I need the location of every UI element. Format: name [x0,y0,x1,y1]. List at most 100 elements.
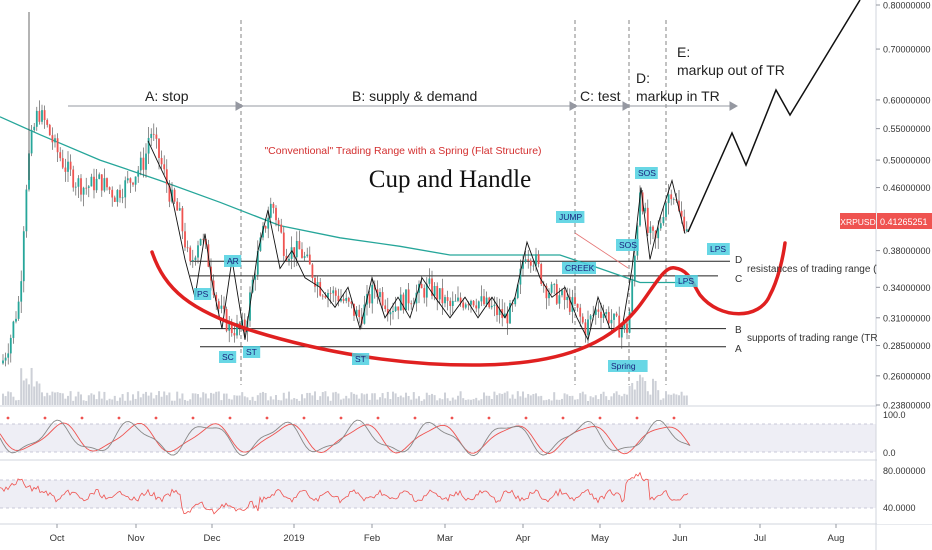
volume-bar [168,392,171,405]
candle-body [631,280,634,312]
stoch-cross-dot [561,416,565,420]
volume-bar [571,395,574,405]
volume-bar [126,392,129,405]
candle-body [550,284,553,293]
candle-body [332,290,335,294]
candle-body [514,297,517,305]
candle-body [298,240,301,250]
candle-body [228,322,231,331]
candle-body [587,319,589,336]
candle-body [353,303,355,316]
time-axis-tick-label: 2019 [283,533,304,544]
price-axis-tick-label: 0.26000000 [883,371,931,381]
candle-body [537,254,540,265]
volume-bar [269,396,272,405]
volume-bar [652,378,654,405]
volume-bar [142,393,145,405]
phase-e-label-line2: markup out of TR [677,62,785,78]
volume-bar [332,392,335,405]
volume-bar [147,395,150,405]
volume-bar [116,400,119,405]
volume-bar [35,381,38,405]
candle-body [306,254,309,257]
volume-bar [145,391,147,405]
phase-e-label-line1: E: [677,44,690,60]
candle-body [25,189,28,232]
volume-bar [454,399,457,405]
candle-body [87,186,90,188]
phase-d-label-line2: markup in TR [636,88,720,104]
volume-bar [316,399,319,405]
wyckoff-label: LPS [678,276,694,286]
volume-bar [444,392,446,405]
volume-bar [4,396,7,405]
volume-bar [371,393,374,405]
volume-bar [446,398,449,405]
candle-body [436,285,439,300]
wyckoff-label: Spring [611,361,636,371]
candle-body [379,292,381,298]
volume-bar [262,391,264,405]
volume-bar [347,398,350,405]
current-price-tag: XRPUSD 0.41265251 [840,213,932,229]
candle-body [139,157,142,171]
price-axis-tick-label: 0.80000000 [883,1,931,11]
volume-bar [251,396,254,405]
candle-body [72,169,75,188]
volume-bar [80,394,82,405]
candle-body [267,217,270,229]
volume-bar [566,394,569,405]
candle-body [407,289,410,304]
volume-bar [314,391,316,405]
wyckoff-label: ST [355,354,366,364]
candle-body [568,296,571,312]
candle-body [563,290,566,301]
candle-body [264,226,267,229]
volume-bar [163,391,166,405]
volume-bar [467,399,470,405]
volume-bar [160,396,163,405]
candle-body [446,297,449,301]
candle-body [662,216,665,224]
osc1-axis-label: 0.0 [883,448,896,458]
candle-body [90,176,93,187]
stochastic-oscillator [0,416,691,457]
candle-body [176,201,179,211]
volume-bar [584,394,587,405]
volume-bar [108,398,111,405]
volume-bar [212,393,215,405]
volume-bar [264,392,267,405]
volume-bar [613,393,615,405]
volume-bar [475,397,478,405]
candle-body [423,288,426,298]
wyckoff-label: JUMP [559,212,582,222]
volume-bar [457,395,459,405]
wyckoff-label: LPS [710,244,726,254]
candle-body [155,134,158,139]
volume-bar [321,392,324,405]
volume-bar [438,398,441,405]
volume-bar [25,378,28,405]
candle-body [644,207,647,212]
osc1-axis-label: 100.0 [883,410,906,420]
volume-bar [176,391,179,405]
price-axis-tick-label: 0.34000000 [883,283,931,293]
candle-body [392,310,394,313]
candle-body [678,200,680,211]
volume-bar [103,391,106,405]
volume-bar [498,393,501,405]
volume-bar [223,393,225,405]
candle-body [98,174,101,179]
volume-bar [522,391,524,405]
volume-bar [568,396,571,405]
volume-bar [360,393,363,405]
candle-body [415,292,418,304]
phase-a-arrowhead [235,101,245,111]
volume-bar [98,391,101,405]
candle-body [106,178,108,188]
candle-body [327,292,329,298]
candle-body [535,254,537,266]
phase-b-arrowhead [569,101,579,111]
stoch-cross-dot [413,416,417,420]
volume-bar [646,391,649,405]
